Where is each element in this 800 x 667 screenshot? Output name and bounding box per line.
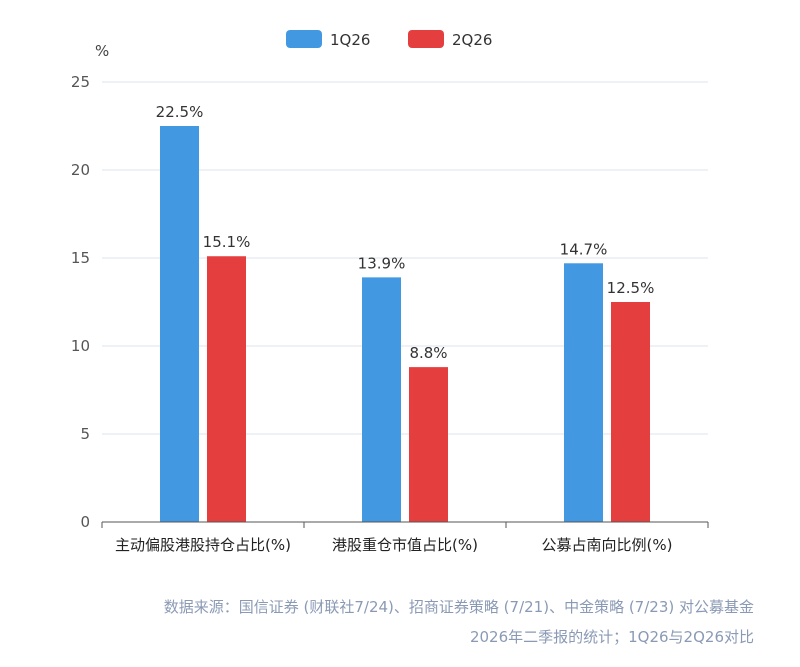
x-category-label: 公募占南向比例(%) [542, 536, 673, 554]
x-axis: 主动偏股港股持仓占比(%) 港股重仓市值占比(%) 公募占南向比例(%) [101, 521, 709, 554]
bar-value-label: 14.7% [560, 240, 608, 258]
y-axis-unit-label: % [95, 42, 109, 60]
bar-value-label: 13.9% [358, 254, 406, 272]
bar-chart: 1Q26 2Q26 % 0 5 10 15 20 25 22.5% 15.1% 13.9% 8.8… [71, 30, 709, 554]
bar-value-label: 15.1% [203, 233, 251, 251]
bar-1q26-3 [564, 263, 603, 522]
y-tick-label: 5 [80, 425, 90, 443]
legend-label-1q26: 1Q26 [330, 31, 370, 49]
bar-2q26-1 [207, 256, 246, 522]
bar-value-label: 8.8% [409, 344, 447, 362]
bar-2q26-2 [409, 367, 448, 522]
bar-value-label: 12.5% [607, 279, 655, 297]
x-category-label: 主动偏股港股持仓占比(%) [115, 536, 291, 554]
y-axis-ticks: 0 5 10 15 20 25 [71, 73, 90, 531]
y-tick-label: 0 [80, 513, 90, 531]
source-note-line-2: 2026年二季报的统计；1Q26与2Q26对比 [469, 628, 754, 646]
bar-value-label: 22.5% [156, 103, 204, 121]
legend-swatch-1q26 [286, 30, 322, 48]
bar-2q26-3 [611, 302, 650, 522]
y-tick-label: 25 [71, 73, 90, 91]
y-tick-label: 20 [71, 161, 90, 179]
source-note-line-1: 数据来源：国信证券 (财联社7/24)、招商证券策略 (7/21)、中金策略 (… [163, 598, 754, 616]
legend-swatch-2q26 [408, 30, 444, 48]
y-tick-label: 10 [71, 337, 90, 355]
bar-1q26-1 [160, 126, 199, 522]
y-tick-label: 15 [71, 249, 90, 267]
legend: 1Q26 2Q26 [286, 30, 492, 49]
bars: 22.5% 15.1% 13.9% 8.8% 14.7% 12.5% [156, 103, 655, 522]
x-category-label: 港股重仓市值占比(%) [332, 536, 478, 554]
bar-1q26-2 [362, 277, 401, 522]
legend-label-2q26: 2Q26 [452, 31, 492, 49]
gridlines [102, 81, 708, 435]
